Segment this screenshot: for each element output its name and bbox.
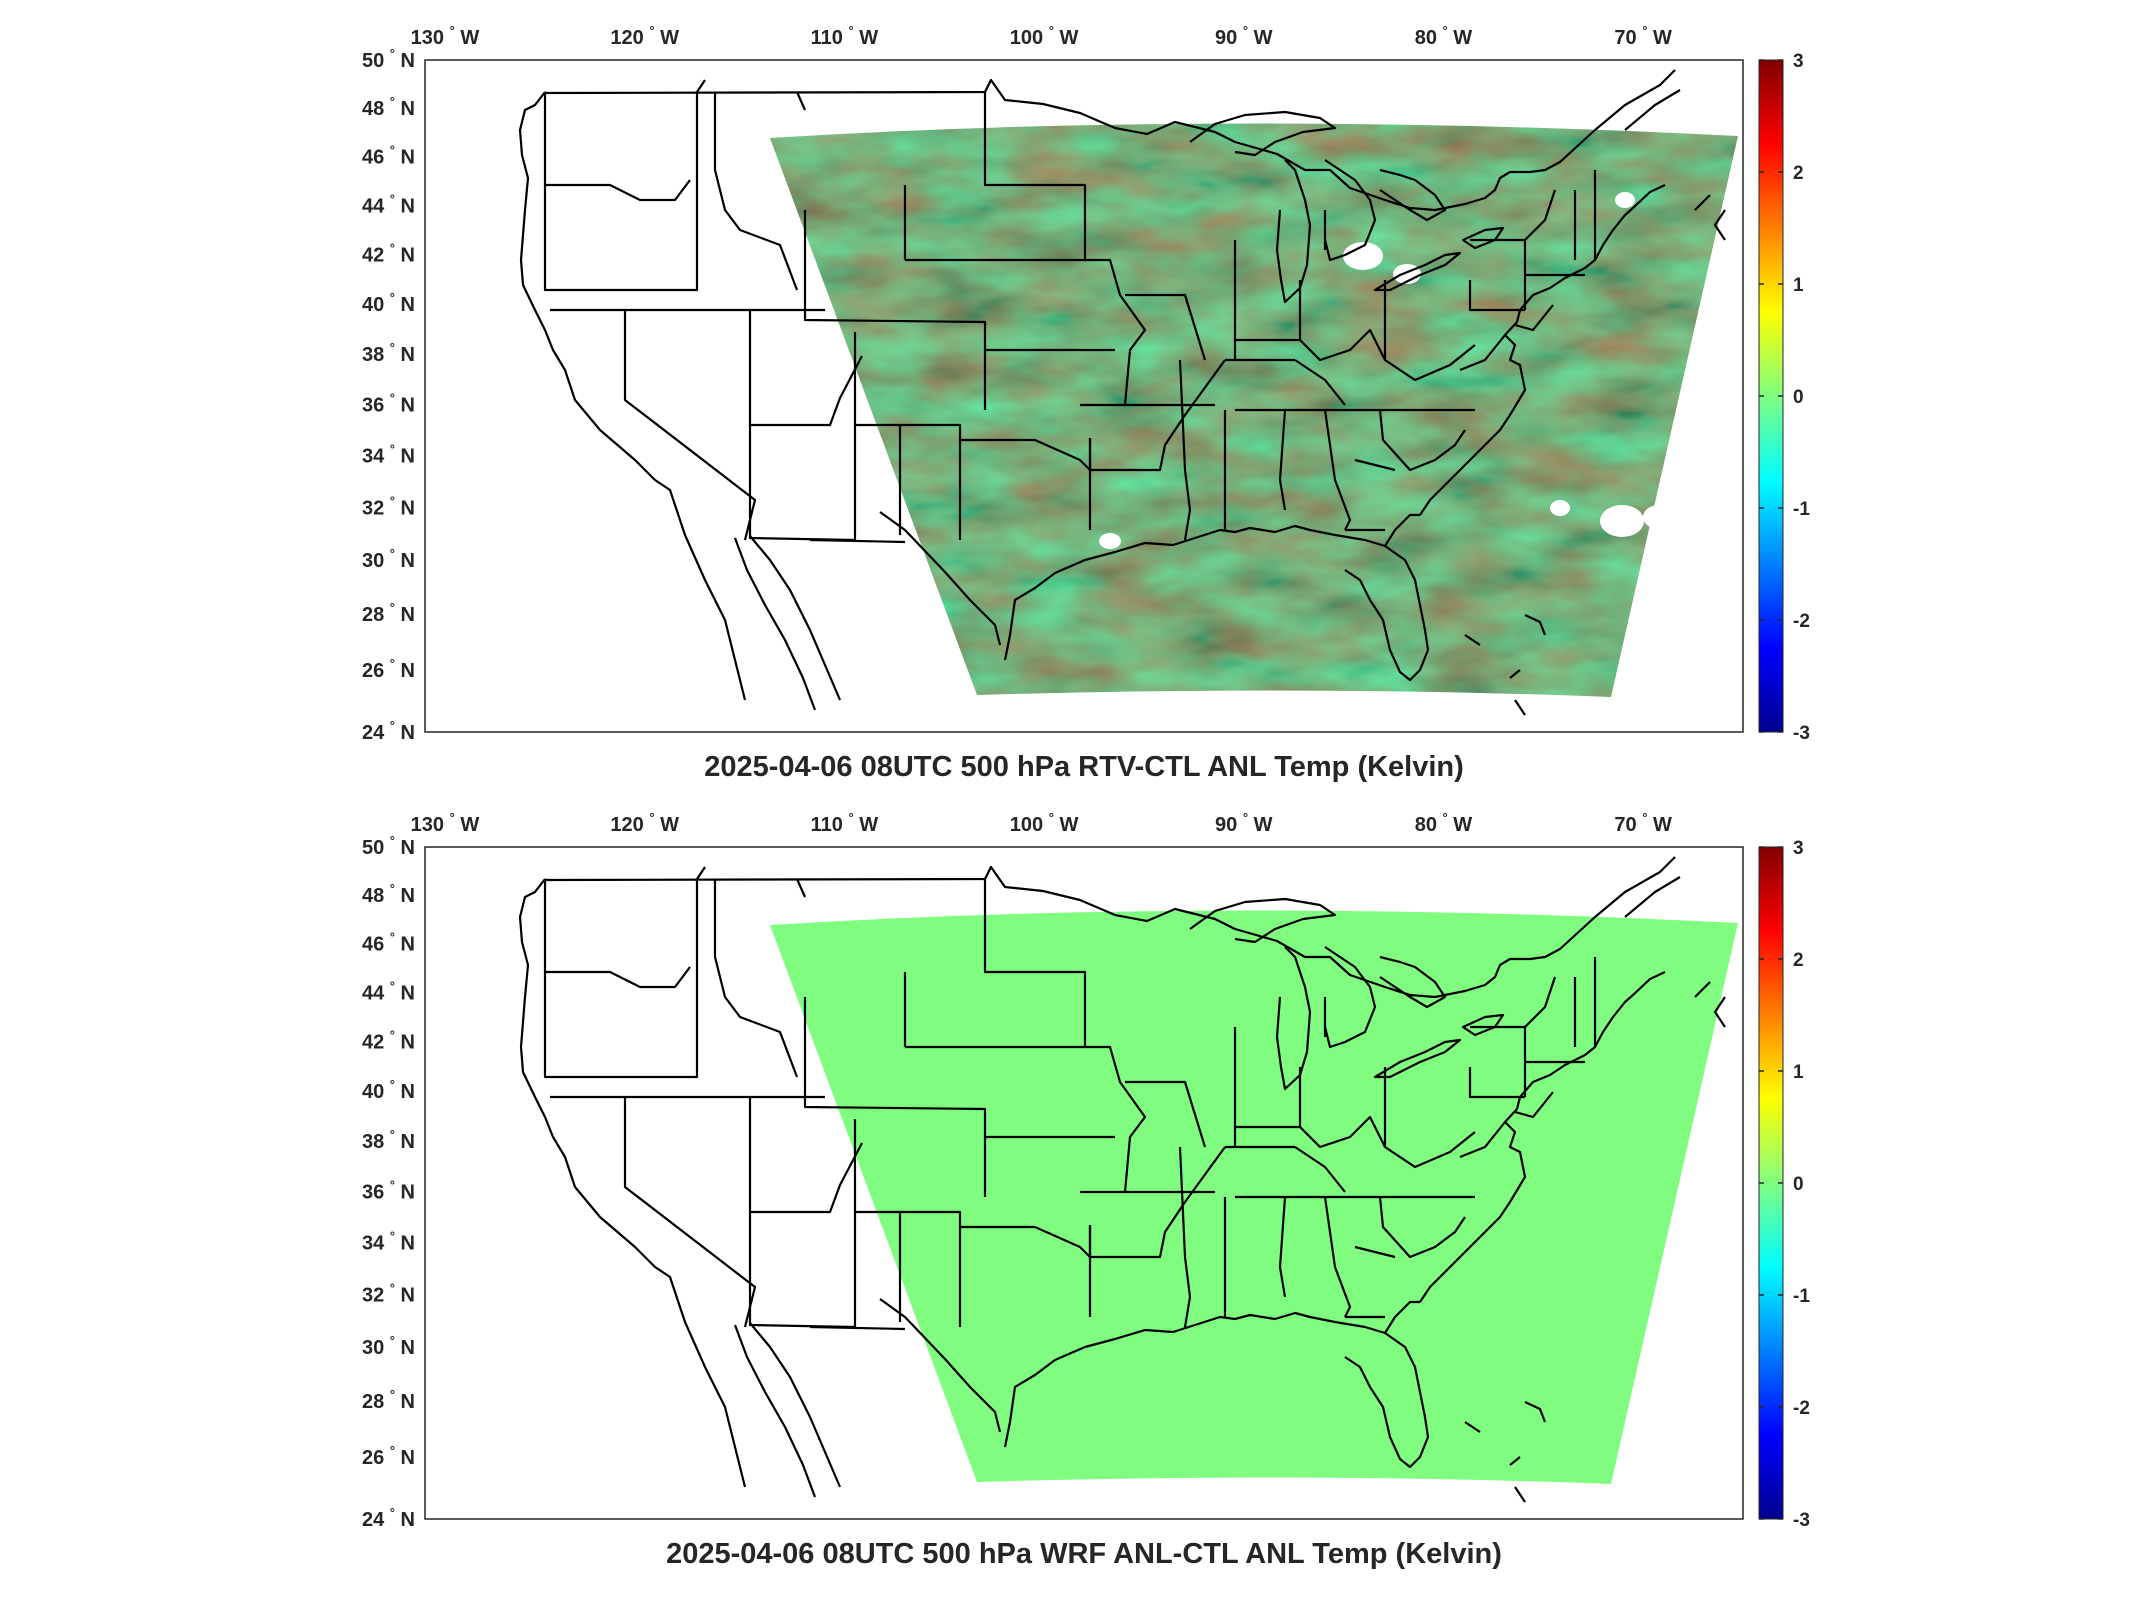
title-top: 2025-04-06 08UTC 500 hPa RTV-CTL ANL Tem… bbox=[704, 751, 1464, 783]
lon-tick-label: 100 ° W bbox=[1010, 23, 1079, 49]
missing-data-patch bbox=[1343, 242, 1383, 270]
panel-top: 130 ° W 120 ° W 110 ° W 100 ° W 90 ° W 80 ° W… bbox=[362, 23, 1810, 783]
lat-tick-label: 48 ° N bbox=[362, 94, 415, 120]
lat-tick-label: 28 ° N bbox=[362, 1387, 415, 1413]
missing-data-patch bbox=[1643, 505, 1675, 529]
lon-tick-label: 80 ° W bbox=[1415, 810, 1473, 836]
lat-tick-label: 48 ° N bbox=[362, 881, 415, 907]
colorbar-tick-label: 2 bbox=[1793, 950, 1804, 971]
title-bottom: 2025-04-06 08UTC 500 hPa WRF ANL-CTL ANL… bbox=[666, 1538, 1502, 1570]
lat-tick-label: 30 ° N bbox=[362, 1333, 415, 1359]
lat-tick-label: 44 ° N bbox=[362, 191, 415, 217]
colorbar-tick-label: 1 bbox=[1793, 275, 1804, 296]
missing-data-patch bbox=[1550, 500, 1570, 516]
lat-tick-label: 34 ° N bbox=[362, 442, 415, 468]
lon-tick-label: 70 ° W bbox=[1614, 810, 1672, 836]
colorbar-tick-label: -2 bbox=[1793, 611, 1810, 632]
colorbar-tick-label: 1 bbox=[1793, 1062, 1804, 1083]
lat-tick-label: 36 ° N bbox=[362, 1178, 415, 1204]
panel-bottom: 130 ° W 120 ° W 110 ° W 100 ° W 90 ° W 80 ° W… bbox=[362, 810, 1810, 1570]
lon-tick-label: 90 ° W bbox=[1215, 810, 1273, 836]
lat-tick-label: 26 ° N bbox=[362, 656, 415, 682]
colorbar-tick-label: 0 bbox=[1793, 1174, 1804, 1195]
lat-tick-label: 40 ° N bbox=[362, 290, 415, 316]
lat-tick-label: 36 ° N bbox=[362, 391, 415, 417]
missing-data-patch bbox=[1615, 192, 1635, 208]
lat-tick-label: 32 ° N bbox=[362, 493, 415, 519]
lon-tick-label: 130 ° W bbox=[411, 810, 480, 836]
lon-tick-label: 120 ° W bbox=[610, 810, 679, 836]
lat-tick-label: 50 ° N bbox=[362, 46, 415, 72]
lat-tick-label: 46 ° N bbox=[362, 143, 415, 169]
lat-tick-label: 46 ° N bbox=[362, 930, 415, 956]
lat-tick-label: 44 ° N bbox=[362, 978, 415, 1004]
lat-tick-label: 50 ° N bbox=[362, 833, 415, 859]
lat-tick-labels-bottom: 50 ° N 48 ° N 46 ° N 44 ° N 42 ° N 40 ° N 38 °… bbox=[362, 833, 415, 1531]
colorbar-tick-label: -1 bbox=[1793, 1286, 1810, 1307]
colorbar-bottom: 3 2 1 0 -1 -2 -3 bbox=[1758, 838, 1810, 1531]
lat-tick-label: 26 ° N bbox=[362, 1443, 415, 1469]
lat-tick-label: 38 ° N bbox=[362, 340, 415, 366]
colorbar-tick-label: -2 bbox=[1793, 1398, 1810, 1419]
colorbar-tick-label: 2 bbox=[1793, 163, 1804, 184]
lat-tick-label: 40 ° N bbox=[362, 1077, 415, 1103]
lon-tick-label: 110 ° W bbox=[811, 23, 879, 49]
colorbar-tick-label: 0 bbox=[1793, 387, 1804, 408]
lon-tick-label: 90 ° W bbox=[1215, 23, 1273, 49]
lat-tick-label: 34 ° N bbox=[362, 1229, 415, 1255]
missing-data-patch bbox=[1600, 505, 1644, 537]
lat-tick-label: 24 ° N bbox=[362, 1505, 415, 1531]
colorbar-tick-label: -3 bbox=[1793, 1510, 1810, 1531]
lon-tick-label: 100 ° W bbox=[1010, 810, 1079, 836]
colorbar-tick-label: 3 bbox=[1793, 51, 1804, 72]
map-area-top bbox=[424, 59, 1744, 733]
lat-tick-label: 42 ° N bbox=[362, 241, 415, 267]
lon-tick-label: 120 ° W bbox=[610, 23, 679, 49]
lon-tick-label: 70 ° W bbox=[1614, 23, 1672, 49]
lat-tick-label: 42 ° N bbox=[362, 1028, 415, 1054]
map-area-bottom bbox=[424, 846, 1744, 1520]
lon-tick-labels-top: 130 ° W 120 ° W 110 ° W 100 ° W 90 ° W 80 ° W… bbox=[411, 23, 1672, 49]
lon-tick-label: 110 ° W bbox=[811, 810, 879, 836]
lat-tick-labels-top: 50 ° N 48 ° N 46 ° N 44 ° N 42 ° N 40 ° N 38 °… bbox=[362, 46, 415, 744]
lat-tick-label: 38 ° N bbox=[362, 1127, 415, 1153]
lat-tick-label: 30 ° N bbox=[362, 546, 415, 572]
colorbar-tick-label: -3 bbox=[1793, 723, 1810, 744]
lon-tick-labels-bottom: 130 ° W 120 ° W 110 ° W 100 ° W 90 ° W 80 ° W… bbox=[411, 810, 1672, 836]
colorbar-top: 3 2 1 0 -1 -2 -3 bbox=[1758, 51, 1810, 744]
lat-tick-label: 24 ° N bbox=[362, 718, 415, 744]
lat-tick-label: 32 ° N bbox=[362, 1280, 415, 1306]
colorbar-tick-label: 3 bbox=[1793, 838, 1804, 859]
lon-tick-label: 130 ° W bbox=[411, 23, 480, 49]
missing-data-patch bbox=[1099, 533, 1121, 549]
lon-tick-label: 80 ° W bbox=[1415, 23, 1473, 49]
colorbar-tick-label: -1 bbox=[1793, 499, 1810, 520]
lat-tick-label: 28 ° N bbox=[362, 600, 415, 626]
